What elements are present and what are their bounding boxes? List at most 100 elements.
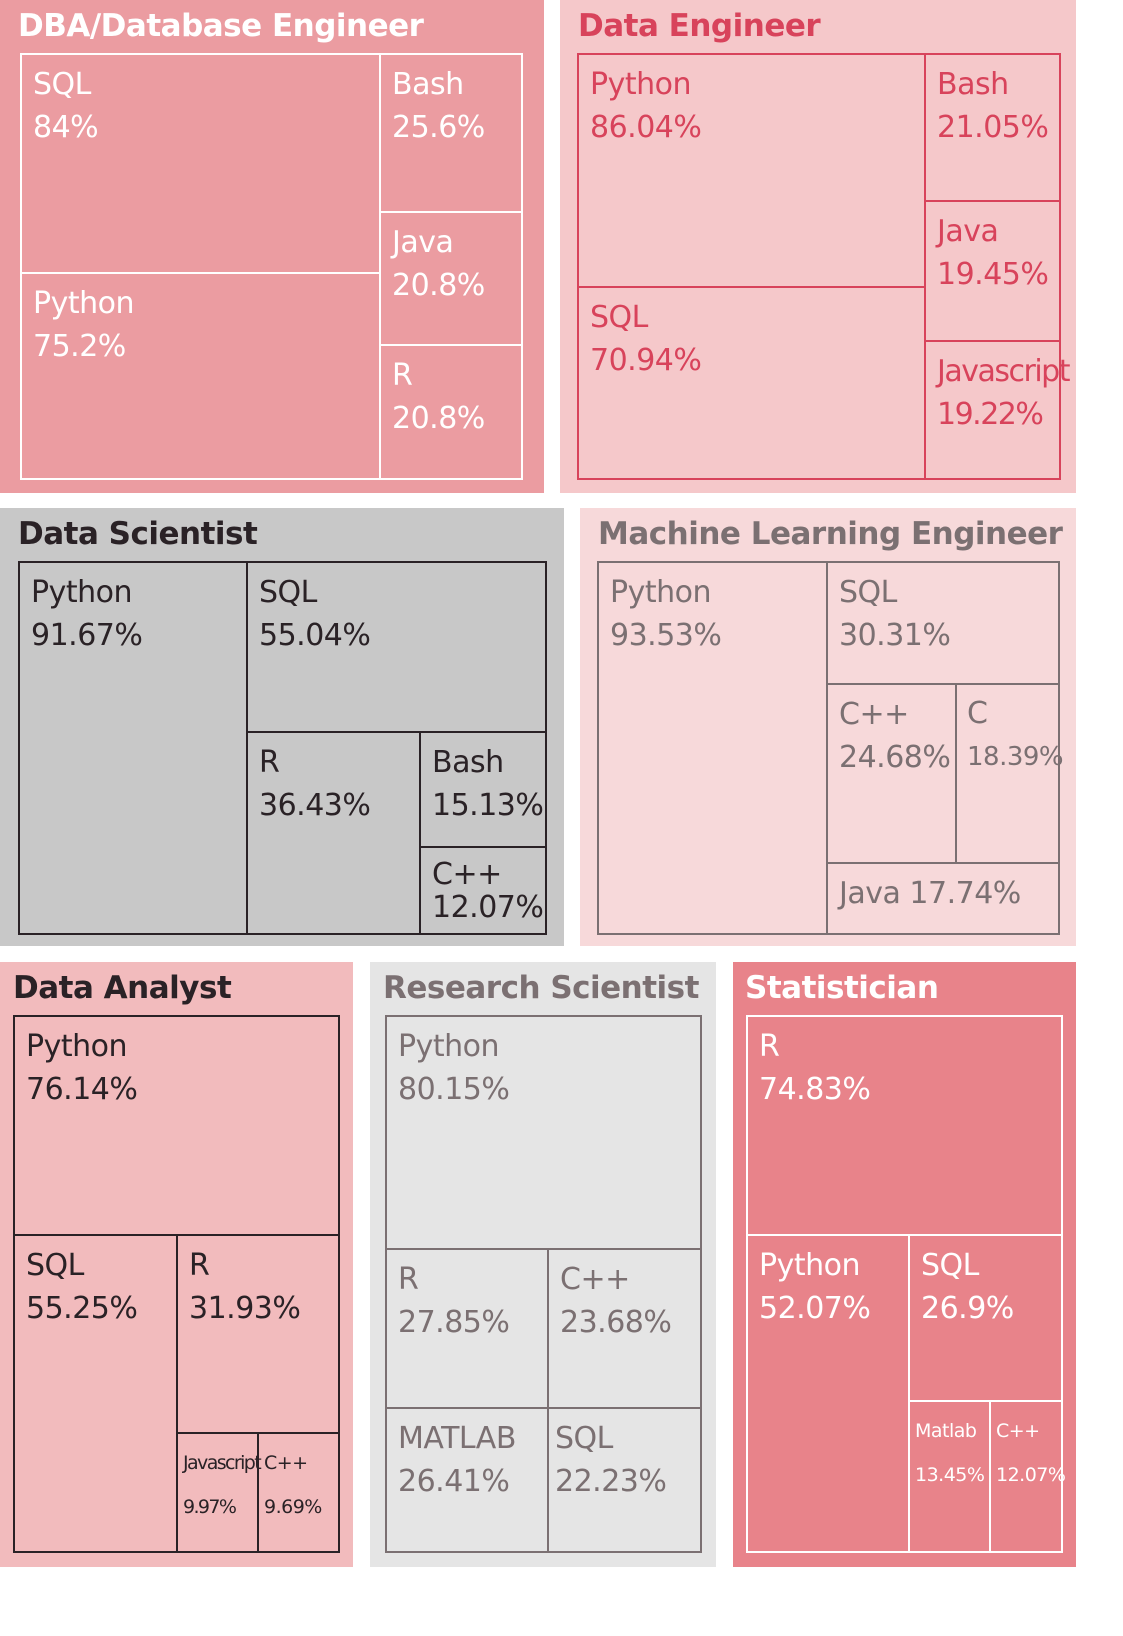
cell-value: 93.53% <box>610 617 722 653</box>
cell-name: SQL <box>26 1248 84 1283</box>
cell-sql: SQL 30.31% <box>826 561 1060 685</box>
cell-name: SQL <box>33 67 91 102</box>
cell-cpp: C++ 23.68% <box>547 1248 702 1409</box>
cell-name: R <box>392 358 413 393</box>
panel-dba-database-engineer: DBA/Database Engineer SQL 84% Python 75.… <box>0 0 544 493</box>
cell-sql: SQL 55.04% <box>246 561 547 733</box>
cell-value: 55.25% <box>26 1290 138 1326</box>
cell-value: 24.68% <box>839 739 951 775</box>
cell-value: 70.94% <box>590 342 702 378</box>
cell-cpp: C++ 12.07% <box>989 1400 1066 1553</box>
cell-name: R <box>398 1262 419 1297</box>
cell-value: 25.6% <box>392 109 485 145</box>
panel-data-analyst: Data Analyst Python 76.14% SQL 55.25% R … <box>0 962 353 1567</box>
panel-data-engineer: Data Engineer Python 86.04% SQL 70.94% B… <box>560 0 1076 493</box>
cell-name: Matlab <box>915 1420 977 1442</box>
cell-value: 20.8% <box>392 267 485 303</box>
cell-matlab: MATLAB 26.41% <box>385 1407 549 1553</box>
cell-value: 9.97% <box>183 1495 237 1518</box>
cell-r: R 36.43% <box>246 731 421 935</box>
cell-name: R <box>759 1029 780 1064</box>
cell-name: R <box>259 745 280 780</box>
cell-python: Python 86.04% <box>577 53 926 288</box>
panel-machine-learning-engineer: Machine Learning Engineer Python 93.53% … <box>580 508 1076 946</box>
cell-cpp: C++ 12.07% <box>419 846 547 935</box>
cell-name: Python <box>31 575 133 610</box>
cell-value: 27.85% <box>398 1304 510 1340</box>
cell-value: 21.05% <box>937 109 1049 145</box>
cell-r: R 20.8% <box>379 344 523 480</box>
cell-sql: SQL 84% <box>20 53 381 274</box>
cell-python: Python 76.14% <box>13 1015 340 1236</box>
cell-name: SQL <box>555 1421 613 1456</box>
cell-java: Java 20.8% <box>379 211 523 346</box>
cell-name: Javascript <box>937 354 1070 389</box>
panel-data-scientist: Data Scientist Python 91.67% SQL 55.04% … <box>0 508 564 946</box>
cell-value: 26.9% <box>921 1290 1014 1326</box>
cell-cpp: C++ 9.69% <box>257 1432 340 1553</box>
cell-name: C++ <box>839 697 909 732</box>
cell-name: Python <box>610 575 712 610</box>
cell-value: 15.13% <box>432 787 544 823</box>
cell-value: 26.41% <box>398 1463 510 1499</box>
cell-name: R <box>189 1248 210 1283</box>
cell-name: Bash <box>937 67 1009 102</box>
cell-sql: SQL 26.9% <box>908 1234 1063 1402</box>
cell-name: Javascript <box>183 1452 262 1474</box>
cell-sql: SQL 70.94% <box>577 286 926 480</box>
cell-name: C <box>967 696 988 731</box>
cell-value: 19.45% <box>937 256 1049 292</box>
cell-value: 80.15% <box>398 1071 510 1107</box>
cell-name: Python <box>590 67 692 102</box>
cell-bash: Bash 21.05% <box>924 53 1061 202</box>
cell-python: Python 80.15% <box>385 1015 702 1250</box>
cell-name: C++ <box>264 1452 308 1474</box>
panel-title: Statistician <box>745 970 939 1006</box>
cell-name: Java <box>839 876 901 911</box>
cell-python: Python 91.67% <box>18 561 248 935</box>
panel-title: Data Engineer <box>578 8 821 44</box>
cell-name: Java <box>392 225 454 260</box>
cell-javascript: Javascript 9.97% <box>176 1432 262 1553</box>
cell-value: 20.8% <box>392 400 485 436</box>
cell-name: Bash <box>392 67 464 102</box>
cell-cpp: C++ 24.68% <box>826 683 957 864</box>
panel-title: Data Scientist <box>18 516 258 552</box>
cell-name: C++ <box>560 1262 630 1297</box>
cell-value: 12.07% <box>996 1463 1066 1486</box>
cell-matlab: Matlab 13.45% <box>908 1400 991 1553</box>
panel-research-scientist: Research Scientist Python 80.15% R 27.85… <box>370 962 716 1567</box>
cell-name: Python <box>759 1248 861 1283</box>
cell-name: MATLAB <box>398 1421 516 1456</box>
cell-value: 36.43% <box>259 787 371 823</box>
cell-value: 52.07% <box>759 1290 871 1326</box>
cell-value: 23.68% <box>560 1304 672 1340</box>
cell-java: Java 19.45% <box>924 200 1061 342</box>
cell-sql: SQL 55.25% <box>13 1234 178 1553</box>
cell-value: 74.83% <box>759 1071 871 1107</box>
cell-name: Java <box>937 214 999 249</box>
panel-title: Research Scientist <box>383 970 699 1006</box>
cell-name: C++ <box>996 1420 1040 1442</box>
cell-c: C 18.39% <box>955 683 1064 864</box>
cell-value: 75.2% <box>33 328 126 364</box>
cell-python: Python 93.53% <box>597 561 828 935</box>
cell-value: 17.74% <box>909 876 1021 911</box>
cell-name: SQL <box>259 575 317 610</box>
cell-bash: Bash 25.6% <box>379 53 523 213</box>
cell-name: Python <box>33 286 135 321</box>
cell-java: Java 17.74% <box>826 862 1060 935</box>
cell-value: 19.22% <box>937 396 1044 432</box>
cell-name: Python <box>26 1029 128 1064</box>
panel-title: DBA/Database Engineer <box>18 8 424 44</box>
cell-value: 9.69% <box>264 1495 322 1518</box>
cell-sql: SQL 22.23% <box>547 1407 702 1553</box>
cell-value: 30.31% <box>839 617 951 653</box>
cell-value: 22.23% <box>555 1463 667 1499</box>
panel-title: Machine Learning Engineer <box>598 516 1063 552</box>
cell-value: 86.04% <box>590 109 702 145</box>
cell-name: SQL <box>839 575 897 610</box>
cell-name: SQL <box>921 1248 979 1283</box>
cell-value: 84% <box>33 109 99 145</box>
cell-bash: Bash 15.13% <box>419 731 547 848</box>
